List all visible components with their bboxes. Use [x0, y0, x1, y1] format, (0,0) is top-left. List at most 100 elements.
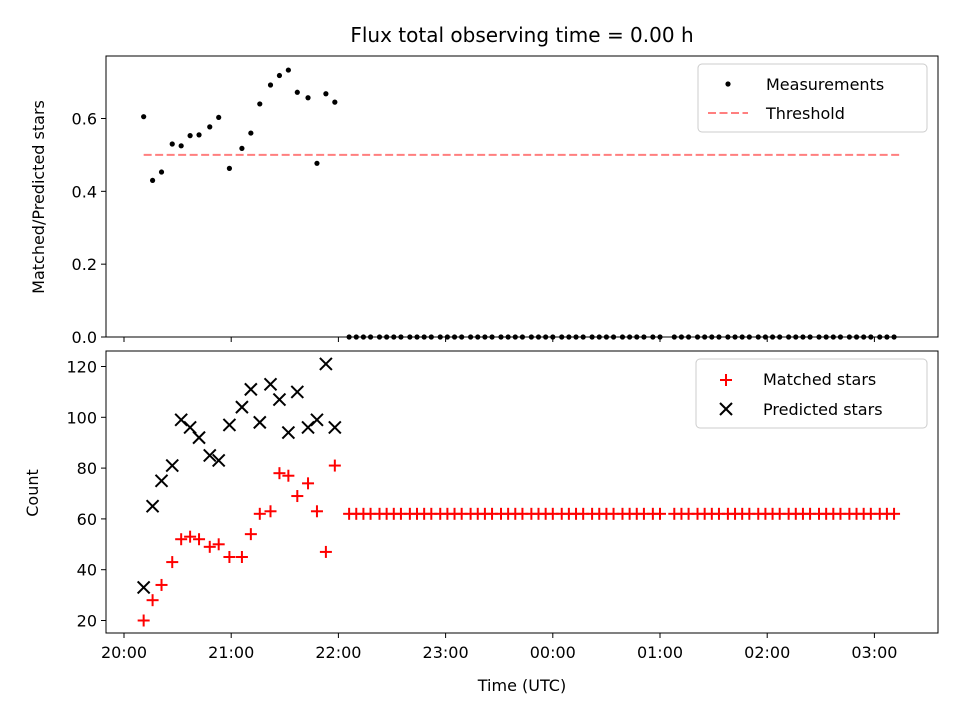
measurement-point: [314, 160, 320, 166]
predicted-star-point: [235, 400, 249, 414]
legend-predicted-label: Predicted stars: [763, 400, 883, 419]
predicted-star-point: [222, 418, 237, 432]
top-y-tick-label: 0.2: [72, 255, 97, 274]
legend-predicted-marker: [719, 402, 733, 416]
measurement-point: [169, 141, 175, 147]
legend-threshold-label: Threshold: [765, 104, 845, 123]
bottom-x-tick-label: 20:00: [101, 643, 147, 662]
top-y-tick-label: 0.0: [72, 328, 97, 347]
top-panel: 0.0 0.2 0.4 0.6 Matched/Predicted stars Mea…: [29, 55, 939, 347]
matched-star-point: [282, 469, 295, 482]
matched-star-point: [203, 540, 216, 553]
bottom-panel: 20 40 60 80 100 120 20:00 21:00 22:00 23:00 00:00…: [23, 350, 939, 695]
matched-star-point: [146, 594, 159, 607]
matched-star-point: [273, 467, 286, 480]
measurement-point: [332, 99, 338, 105]
predicted-star-point: [263, 377, 278, 391]
measurement-point: [239, 145, 245, 151]
legend-matched-label: Matched stars: [763, 370, 876, 389]
matched-star-point: [166, 556, 179, 569]
top-y-axis-label: Matched/Predicted stars: [29, 100, 48, 294]
matched-star-point: [888, 507, 901, 520]
measurement-point: [178, 143, 184, 149]
bottom-x-tick-label: 23:00: [423, 643, 469, 662]
bottom-legend-box: [695, 358, 928, 429]
matched-star-point: [310, 505, 323, 518]
bottom-x-tick-label: 22:00: [315, 643, 361, 662]
predicted-star-point: [328, 420, 342, 435]
matched-star-point: [235, 551, 248, 563]
bottom-y-tick-label: 120: [66, 358, 97, 377]
top-axes-frame: [105, 55, 939, 338]
predicted-star-point: [319, 357, 333, 371]
bottom-y-axis-ticks: 20 40 60 80 100 120: [66, 358, 106, 631]
bottom-x-tick-label: 21:00: [208, 643, 254, 662]
measurement-point: [187, 133, 193, 139]
predicted-star-point: [244, 382, 258, 397]
predicted-star-point: [272, 392, 287, 407]
predicted-star-point: [253, 415, 267, 430]
matched-star-point: [244, 528, 257, 541]
bottom-x-tick-label: 01:00: [637, 643, 683, 662]
bottom-x-axis-ticks: 20:00 21:00 22:00 23:00 00:00 01:00 02:00 03:00: [101, 633, 897, 662]
matched-star-point: [184, 530, 197, 543]
matched-star-point: [291, 490, 304, 503]
measurement-point: [158, 169, 165, 175]
bottom-y-tick-label: 20: [77, 612, 97, 631]
top-x-axis-ticks: [123, 337, 875, 342]
measurement-point: [196, 132, 202, 138]
matched-star-point: [302, 477, 315, 490]
bottom-y-axis-label: Count: [23, 469, 42, 517]
matched-star-point: [264, 505, 277, 518]
top-legend: Measurements Threshold: [697, 63, 928, 133]
bottom-x-tick-label: 00:00: [530, 643, 576, 662]
measurement-point: [257, 101, 263, 107]
measurement-point: [226, 165, 233, 171]
matched-star-point: [319, 545, 332, 558]
top-legend-box: [697, 63, 928, 133]
measurement-point: [216, 114, 222, 121]
bottom-y-tick-label: 60: [77, 510, 97, 529]
bottom-y-tick-label: 100: [66, 408, 97, 427]
measurement-point: [276, 72, 283, 79]
matched-stars-series: [137, 459, 901, 627]
legend-measurements-label: Measurements: [766, 75, 884, 94]
matched-star-point: [193, 533, 206, 546]
chart-title: Flux total observing time = 0.00 h: [350, 23, 693, 47]
matched-star-point: [212, 538, 225, 551]
measurement-point: [248, 130, 254, 136]
predicted-star-point: [281, 425, 296, 440]
top-y-tick-label: 0.6: [72, 110, 97, 129]
predicted-star-point: [136, 580, 151, 595]
predicted-star-point: [211, 453, 226, 468]
predicted-star-point: [154, 474, 169, 488]
bottom-y-tick-label: 40: [77, 561, 97, 580]
matched-star-point: [137, 614, 150, 627]
measurement-point: [305, 95, 311, 101]
measurement-point: [323, 91, 329, 97]
predicted-star-point: [310, 413, 324, 427]
bottom-legend: Matched stars Predicted stars: [695, 358, 928, 429]
x-axis-label: Time (UTC): [477, 676, 566, 695]
matched-star-point: [155, 578, 168, 591]
predicted-star-point: [290, 385, 305, 399]
matched-star-point: [654, 507, 666, 520]
legend-measurements-marker: [725, 81, 731, 87]
measurement-point: [141, 114, 147, 120]
predicted-star-point: [165, 458, 179, 473]
matched-star-point: [328, 459, 341, 472]
predicted-star-point: [192, 430, 206, 445]
bottom-x-tick-label: 02:00: [744, 643, 790, 662]
measurement-point: [207, 124, 213, 130]
matched-star-point: [175, 533, 188, 546]
measurement-point: [294, 89, 300, 95]
predicted-star-point: [145, 499, 160, 513]
top-y-tick-label: 0.4: [72, 182, 97, 201]
predicted-stars-series: [136, 357, 342, 595]
top-y-axis-ticks: 0.0 0.2 0.4 0.6: [72, 110, 106, 347]
matched-star-point: [253, 507, 266, 520]
bottom-x-tick-label: 03:00: [851, 643, 897, 662]
legend-matched-marker: [720, 374, 732, 386]
measurement-point: [267, 82, 274, 88]
